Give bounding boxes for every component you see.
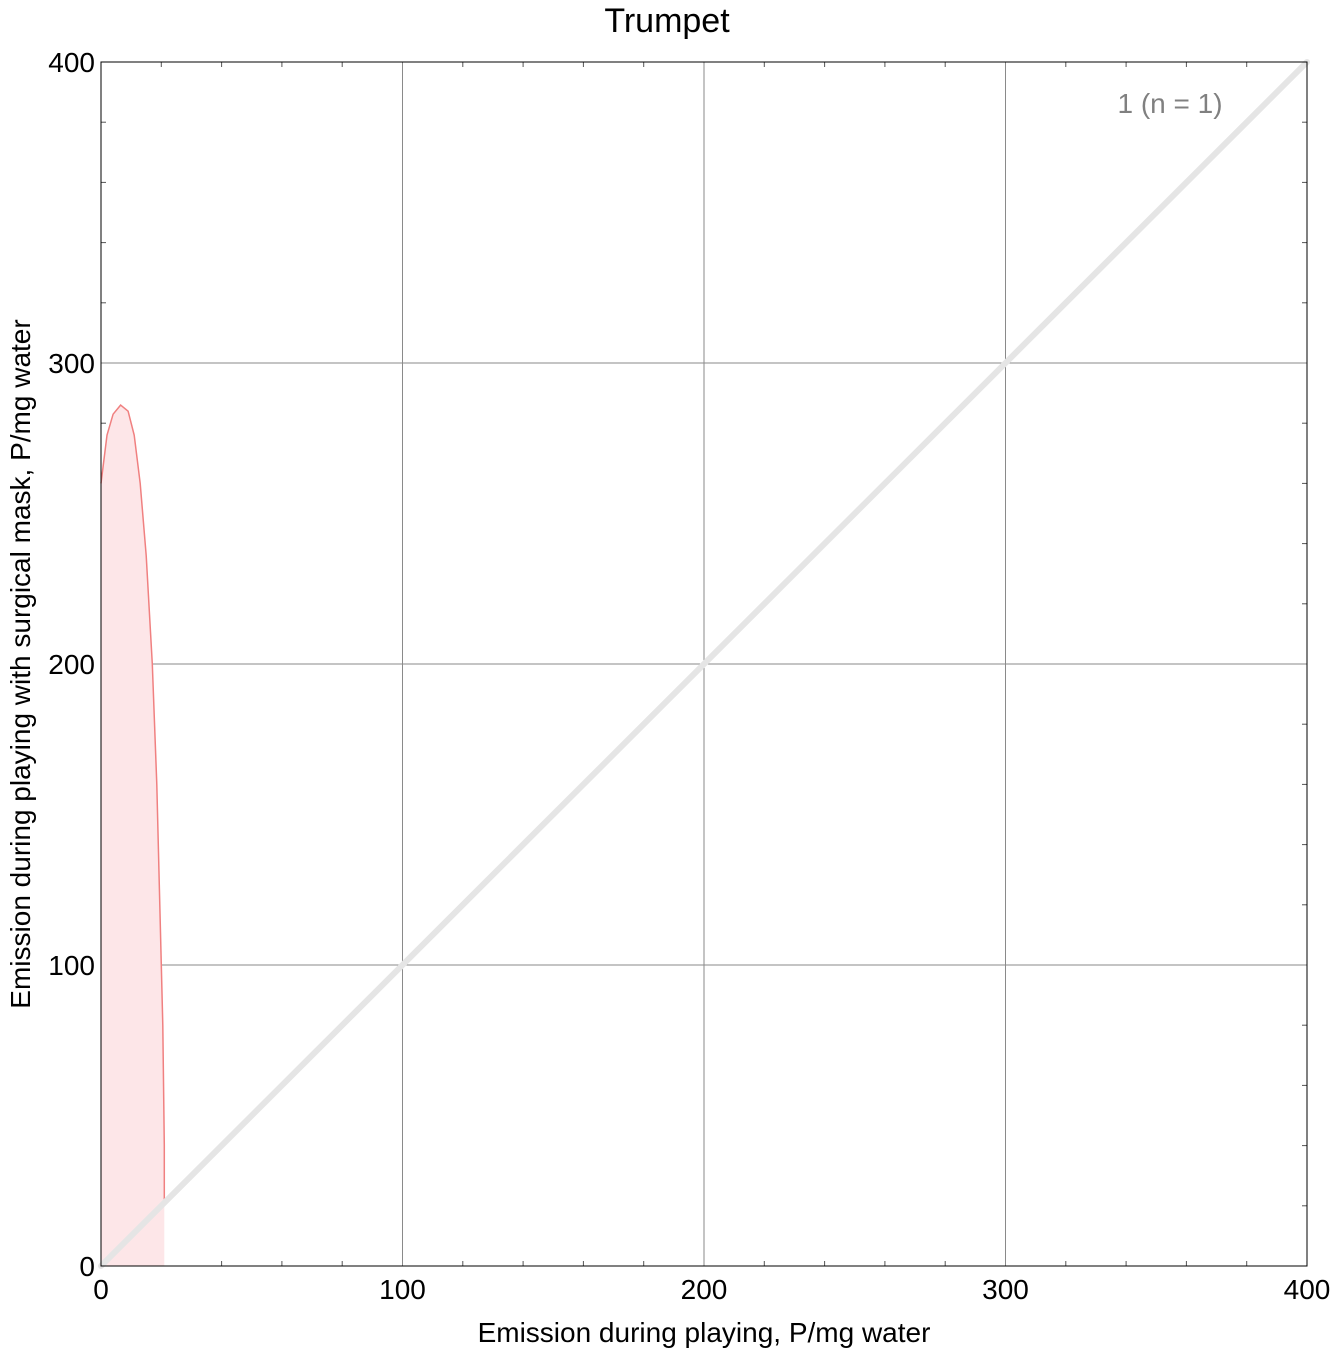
y-axis-label: Emission during playing with surgical ma… (5, 319, 36, 1008)
x-tick-label-400: 400 (1284, 1274, 1331, 1305)
x-axis-label: Emission during playing, P/mg water (478, 1317, 931, 1348)
y-tick-label-300: 300 (48, 348, 95, 379)
y-tick-label-200: 200 (48, 649, 95, 680)
reference-line (98, 59, 1310, 1269)
x-tick-label-200: 200 (681, 1274, 728, 1305)
series-fill-0 (101, 405, 165, 1267)
reference-line-layer (98, 59, 1310, 1269)
tick-labels: 0 100 200 300 400 0 100 200 300 400 (48, 47, 1330, 1305)
chart-title: Trumpet (604, 2, 730, 40)
series-layer (100, 404, 166, 1267)
y-tick-label-400: 400 (48, 47, 95, 78)
series-annotation: 1 (n = 1) (1117, 88, 1222, 119)
plot-frame (100, 61, 1308, 1267)
x-tick-label-0: 0 (93, 1274, 109, 1305)
x-tick-label-300: 300 (982, 1274, 1029, 1305)
x-tick-label-100: 100 (379, 1274, 426, 1305)
series-outline-0 (100, 404, 166, 1206)
y-tick-label-0: 0 (79, 1251, 95, 1282)
y-tick-label-100: 100 (48, 950, 95, 981)
